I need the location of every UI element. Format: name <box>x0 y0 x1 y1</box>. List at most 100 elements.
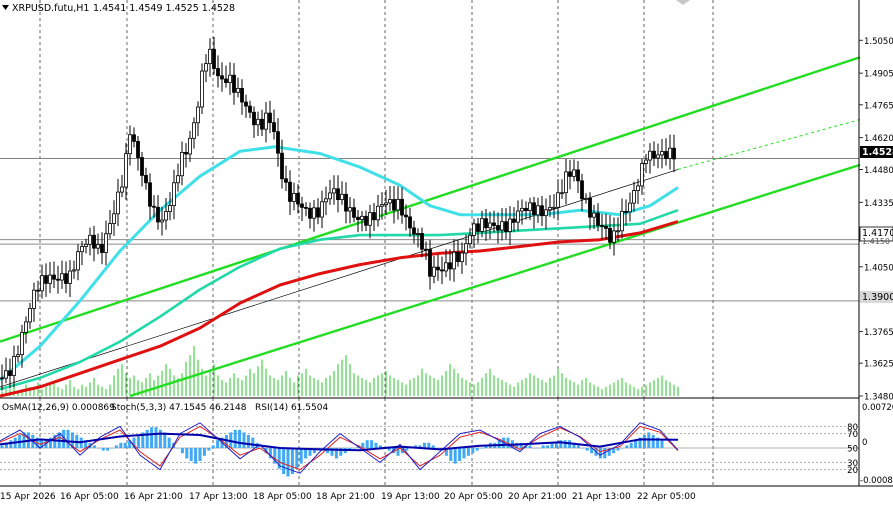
osma-bar <box>572 442 576 448</box>
moving-averages <box>0 145 679 398</box>
time-tick-label: 20 Apr 21:00 <box>508 492 567 502</box>
dropdown-triangle-icon[interactable] <box>2 5 9 10</box>
osma-bar <box>546 445 550 448</box>
osma-bar <box>123 442 127 448</box>
osma-label: OsMA(12,26,9) 0.000869 <box>2 403 115 413</box>
level-a-tag <box>859 226 893 242</box>
channel-lower-line <box>129 163 861 398</box>
osma-bar <box>374 442 378 448</box>
candle-body <box>572 169 576 177</box>
candle-body <box>12 356 16 376</box>
osma-bar <box>458 448 462 461</box>
candle-body <box>300 203 304 208</box>
osma-bar <box>642 435 646 448</box>
level-a-label: 1.4170 <box>862 228 893 239</box>
level-label: 70 <box>847 430 858 440</box>
candle-body <box>248 105 252 113</box>
trend-channel[interactable] <box>0 56 861 398</box>
osma-bar <box>202 448 206 456</box>
candle-body <box>552 206 556 209</box>
candle-body <box>452 251 456 270</box>
candle-body <box>488 222 492 229</box>
level-a-sub-label: 1.4150 <box>862 237 890 246</box>
candle-body <box>184 151 188 155</box>
trend-line <box>0 169 679 388</box>
candle-body <box>412 227 416 235</box>
osma-bar <box>506 437 510 448</box>
osma-bar <box>387 448 391 451</box>
candle-body <box>148 182 152 207</box>
candle-body <box>124 153 128 188</box>
osma-bar <box>224 435 228 448</box>
candle-body <box>448 262 452 270</box>
osma-bar <box>150 427 154 448</box>
osma-bar <box>62 429 66 448</box>
osma-bar <box>638 437 642 448</box>
candle-body <box>260 118 264 130</box>
candle-body <box>292 193 296 202</box>
time-tick-label: 19 Apr 13:00 <box>381 492 440 502</box>
osma-bar <box>286 448 290 477</box>
rsi-line <box>0 432 679 452</box>
osma-bar <box>453 448 457 464</box>
candle-body <box>204 63 208 72</box>
time-tick-label: 20 Apr 05:00 <box>444 492 503 502</box>
osma-bar <box>84 440 88 448</box>
osma-bar <box>427 442 431 448</box>
candle-body <box>252 111 256 126</box>
osma-bar <box>312 448 316 454</box>
candle-body <box>668 147 672 159</box>
candle-body <box>332 188 336 194</box>
candle-body <box>84 243 88 247</box>
osma-bar <box>554 442 558 448</box>
candle-body <box>88 234 92 245</box>
candle-body <box>80 246 84 253</box>
candle-body <box>428 249 432 277</box>
price-tick-label: 1.5050 <box>864 37 893 47</box>
candle-body <box>244 101 248 107</box>
candle-body <box>96 244 100 249</box>
osma-bar <box>304 448 308 459</box>
candle-body <box>240 87 244 103</box>
osma-bar <box>180 448 184 454</box>
candle-body <box>0 377 4 380</box>
candle-body <box>540 205 544 217</box>
osma-bar <box>339 448 343 456</box>
osma-bar <box>616 448 620 451</box>
candle-body <box>436 266 440 271</box>
trend-line-extension <box>677 119 861 170</box>
scroll-marker-icon[interactable] <box>676 0 690 5</box>
candle-body <box>592 212 596 218</box>
zero-label: 0 <box>862 438 867 448</box>
osma-bar <box>466 448 470 456</box>
candle-body <box>536 205 540 216</box>
candle-body <box>372 212 376 221</box>
oscillator-lines <box>0 422 679 474</box>
candle-body <box>200 70 204 108</box>
candlesticks <box>0 37 676 391</box>
osma-bar <box>260 448 264 449</box>
candle-body <box>596 212 600 226</box>
candle-body <box>636 185 640 191</box>
candle-body <box>656 154 660 159</box>
candle-body <box>264 112 268 130</box>
candle-body <box>480 218 484 232</box>
candle-body <box>504 221 508 232</box>
osma-bar <box>471 448 475 454</box>
osma-bar <box>154 427 158 448</box>
osma-bar <box>598 448 602 459</box>
osma-bar <box>475 448 479 451</box>
candle-body <box>472 223 476 236</box>
osma-bar <box>48 437 52 448</box>
candle-body <box>508 218 512 232</box>
osma-bar <box>550 442 554 448</box>
candle-body <box>424 248 428 251</box>
current-price-tag <box>860 146 893 158</box>
price-tick-label: 1.3480 <box>864 393 893 403</box>
price-panel[interactable] <box>0 0 861 399</box>
osma-bar <box>462 448 466 459</box>
candle-body <box>196 106 200 124</box>
candle-body <box>628 202 632 213</box>
